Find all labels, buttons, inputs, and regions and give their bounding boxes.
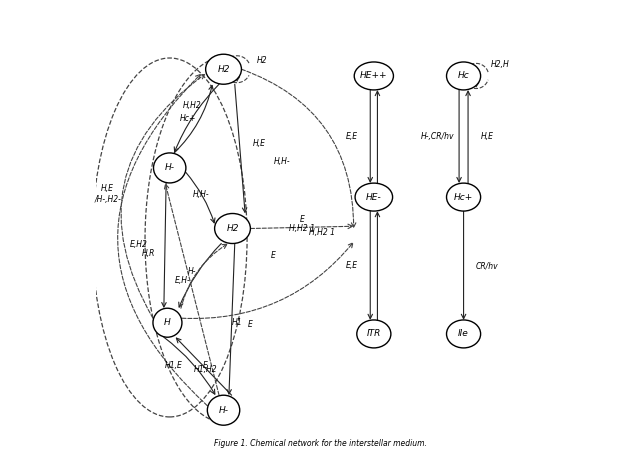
Text: H2,H: H2,H: [491, 60, 509, 69]
Ellipse shape: [355, 183, 392, 211]
Ellipse shape: [207, 395, 240, 425]
FancyArrowPatch shape: [179, 244, 221, 307]
FancyArrowPatch shape: [250, 224, 353, 228]
Text: E,E: E,E: [346, 132, 358, 141]
Ellipse shape: [447, 183, 481, 211]
FancyArrowPatch shape: [235, 84, 247, 212]
Text: H1,H2: H1,H2: [194, 365, 218, 374]
Ellipse shape: [354, 62, 394, 90]
FancyArrowPatch shape: [368, 211, 372, 319]
Text: H: H: [164, 318, 171, 327]
FancyArrowPatch shape: [118, 74, 207, 406]
Text: H,H-: H,H-: [193, 191, 209, 199]
Text: E: E: [271, 251, 275, 260]
FancyArrowPatch shape: [174, 85, 213, 153]
Ellipse shape: [447, 62, 481, 90]
FancyArrowPatch shape: [182, 243, 353, 319]
FancyArrowPatch shape: [186, 172, 215, 223]
FancyArrowPatch shape: [162, 183, 166, 307]
Text: H2: H2: [218, 65, 230, 74]
FancyArrowPatch shape: [181, 244, 227, 308]
FancyArrowPatch shape: [375, 91, 380, 183]
Text: Hc+: Hc+: [179, 114, 196, 123]
Text: /H-,H2-: /H-,H2-: [95, 195, 122, 204]
Text: H2: H2: [257, 56, 267, 65]
Text: H,H2 1: H,H2 1: [289, 224, 315, 233]
Text: H-: H-: [164, 164, 175, 172]
Text: H1,E: H1,E: [165, 361, 183, 370]
Text: HE-: HE-: [366, 192, 381, 202]
Text: H,E: H,E: [100, 184, 113, 192]
Text: E: E: [203, 361, 208, 370]
Text: IIe: IIe: [458, 329, 469, 339]
Text: H,H-: H,H-: [273, 157, 290, 166]
FancyArrowPatch shape: [375, 213, 380, 320]
FancyArrowPatch shape: [177, 338, 232, 395]
Text: ITR: ITR: [367, 329, 381, 339]
Ellipse shape: [356, 320, 391, 348]
FancyArrowPatch shape: [121, 74, 205, 318]
Ellipse shape: [447, 320, 481, 348]
Ellipse shape: [205, 54, 241, 84]
Text: HE++: HE++: [360, 71, 388, 80]
Text: H-,CR/hv: H-,CR/hv: [421, 132, 454, 141]
Text: Hc+: Hc+: [454, 192, 473, 202]
Text: H,E: H,E: [253, 139, 266, 148]
FancyArrowPatch shape: [174, 84, 219, 152]
FancyArrowPatch shape: [461, 211, 466, 319]
FancyArrowPatch shape: [227, 244, 235, 394]
FancyArrowPatch shape: [457, 90, 461, 182]
Text: Hc: Hc: [458, 71, 470, 80]
Text: H2: H2: [227, 224, 239, 233]
Text: H,E: H,E: [481, 132, 493, 141]
Text: E,H2: E,H2: [129, 240, 147, 249]
Ellipse shape: [153, 308, 182, 337]
Text: E: E: [300, 215, 305, 224]
Ellipse shape: [214, 213, 250, 244]
Text: H1: H1: [232, 318, 243, 327]
Text: H-: H-: [188, 266, 196, 276]
FancyArrowPatch shape: [241, 69, 356, 227]
Text: H,H2 1: H,H2 1: [309, 228, 335, 238]
Text: E,E: E,E: [346, 261, 358, 270]
Text: H,H2: H,H2: [183, 101, 202, 110]
FancyArrowPatch shape: [466, 91, 470, 183]
Text: Figure 1. Chemical network for the interstellar medium.: Figure 1. Chemical network for the inter…: [214, 439, 426, 448]
Text: E,H-: E,H-: [175, 276, 191, 285]
FancyArrowPatch shape: [368, 90, 372, 182]
Text: E: E: [248, 320, 253, 329]
Ellipse shape: [154, 153, 186, 183]
FancyArrowPatch shape: [164, 184, 219, 395]
Text: H-: H-: [218, 406, 228, 414]
Text: H,R: H,R: [142, 249, 156, 258]
FancyArrowPatch shape: [164, 337, 215, 394]
Text: CR/hv: CR/hv: [476, 261, 498, 270]
